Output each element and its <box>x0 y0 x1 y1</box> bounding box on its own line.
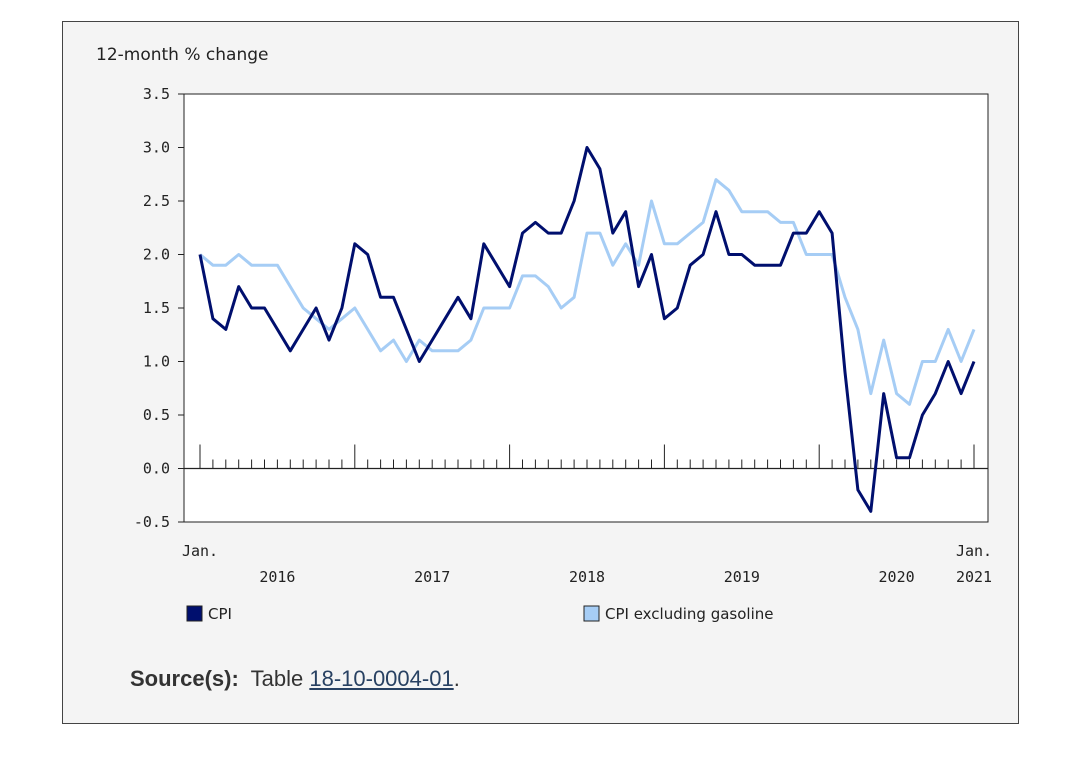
x-start-label: Jan. <box>182 542 218 560</box>
legend-swatch-cpi-ex-gasoline <box>583 605 600 622</box>
legend-label-cpi-ex-gasoline: CPI excluding gasoline <box>605 605 773 623</box>
y-axis-title: 12-month % change <box>96 45 268 65</box>
legend: CPI CPI excluding gasoline <box>186 605 773 623</box>
y-tick-label: 3.0 <box>143 139 170 157</box>
source-suffix: . <box>453 666 460 691</box>
x-year-label: 2017 <box>414 568 450 586</box>
source-label: Source(s): <box>130 666 239 691</box>
series-line-cpi-ex-gasoline <box>199 178 976 406</box>
y-tick-label: -0.5 <box>134 513 170 531</box>
x-end-year-label: 2021 <box>956 568 992 586</box>
x-year-label: 2019 <box>724 568 760 586</box>
source-note: Source(s): Table 18-10-0004-01. <box>130 666 460 692</box>
y-tick-label: 3.5 <box>143 85 170 103</box>
y-tick-label: 1.5 <box>143 299 170 317</box>
y-tick-label: 2.5 <box>143 192 170 210</box>
x-end-label: Jan. <box>956 542 992 560</box>
legend-label-cpi: CPI <box>208 605 232 623</box>
y-tick-label: 1.0 <box>143 353 170 371</box>
y-tick-label: 0.0 <box>143 460 170 478</box>
series-line-cpi <box>198 146 976 513</box>
x-year-label: 2016 <box>259 568 295 586</box>
x-year-label: 2020 <box>879 568 915 586</box>
source-prefix: Table <box>250 666 304 691</box>
y-tick-label: 2.0 <box>143 246 170 264</box>
x-year-label: 2018 <box>569 568 605 586</box>
source-table-link[interactable]: 18-10-0004-01 <box>309 666 454 691</box>
legend-swatch-cpi <box>186 605 203 622</box>
y-tick-label: 0.5 <box>143 406 170 424</box>
